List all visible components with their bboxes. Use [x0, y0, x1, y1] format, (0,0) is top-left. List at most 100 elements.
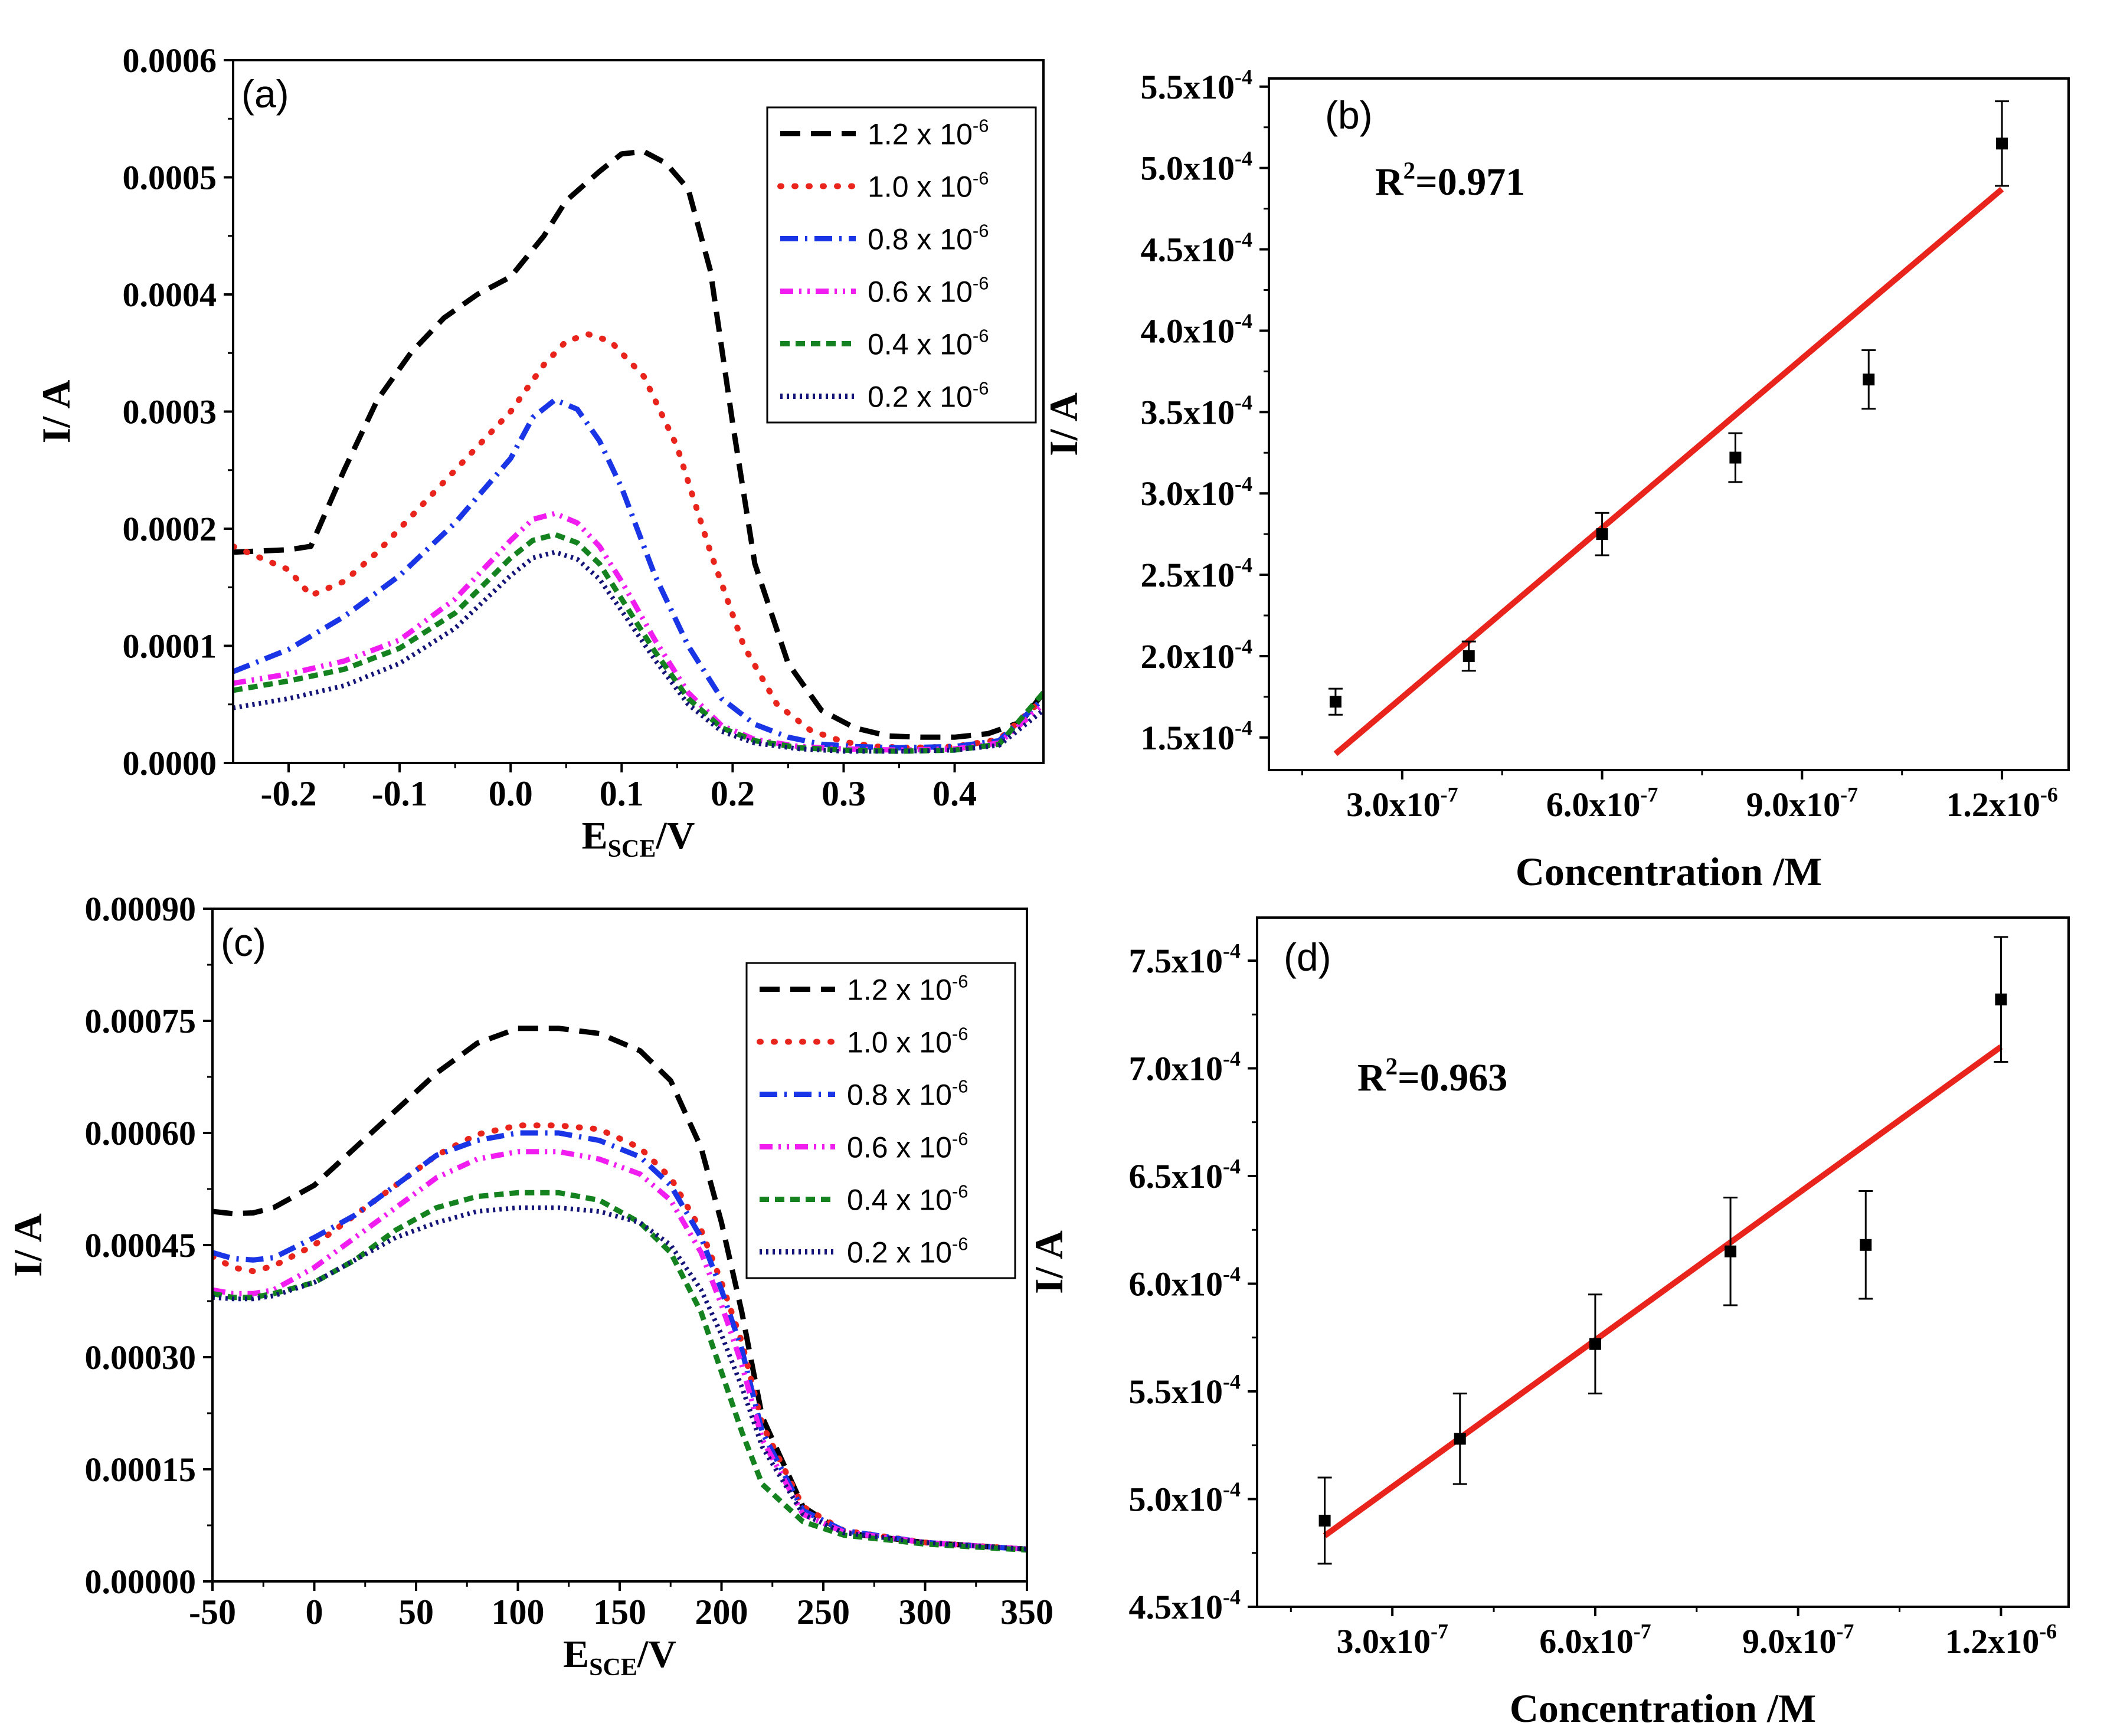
y-tick-label-base: 6.0x10	[1129, 1265, 1223, 1303]
series-line-5	[233, 532, 1043, 754]
x-tick-label: 200	[695, 1593, 748, 1632]
y-tick-label: 2.5x10-4	[1141, 553, 1252, 594]
legend-label-6: 0.2 x 10-6	[847, 1234, 968, 1269]
x-tick-label: 6.0x10-7	[1546, 783, 1658, 824]
legend-label-2: 1.0 x 10-6	[847, 1024, 968, 1059]
x-tick-label-base: 1.2x10	[1945, 1622, 2040, 1660]
data-point	[1318, 1515, 1331, 1527]
y-tick-label: 0.0002	[123, 510, 217, 548]
y-tick-label-base: 4.5x10	[1141, 231, 1235, 269]
panel-b: 3.0x10-7 6.0x10-7 9.0x10-7 1.2x10-6 1.5x10 -4…	[1041, 65, 2070, 894]
x-tick-label: 350	[1000, 1593, 1053, 1632]
x-tick-label: 0	[306, 1593, 323, 1632]
x-tick-label-base: 3.0x10	[1346, 785, 1441, 824]
legend-label-1: 1.2 x 10-6	[847, 971, 968, 1007]
x-tick-label-exp: -7	[1431, 1620, 1448, 1643]
x-tick-label: 250	[797, 1593, 850, 1632]
r-squared-value: =0.971	[1415, 161, 1525, 204]
y-tick-label: 0.00060	[85, 1114, 197, 1152]
plot-frame-b	[1268, 77, 2070, 771]
y-tick-label: 5.5x10-4	[1141, 65, 1252, 106]
panel-label: (b)	[1325, 93, 1373, 137]
x-tick-label: 3.0x10-7	[1346, 783, 1458, 824]
y-tick-label-base: 1.5x10	[1141, 719, 1235, 757]
x-tick-label: 0.1	[600, 774, 644, 813]
legend-label-5-exp: -6	[952, 1181, 968, 1202]
x-tick-label: 1.2x10-6	[1946, 783, 2057, 824]
y-axis-label: I/ A	[1041, 392, 1086, 456]
y-axis-label: I/ A	[34, 380, 78, 444]
y-tick-label: 0.0006	[123, 41, 217, 80]
legend-label-2-exp: -6	[973, 168, 989, 189]
y-tick-label: 0.0001	[123, 627, 217, 666]
y-tick-label-exp: -4	[1235, 635, 1252, 659]
legend-label-6: 0.2 x 10-6	[868, 378, 989, 414]
x-tick-label: 150	[593, 1593, 646, 1632]
legend-label-1-exp: -6	[952, 971, 968, 992]
x-axis-label-part: /V	[637, 1633, 676, 1676]
y-tick-label-exp: -4	[1223, 1155, 1241, 1178]
y-tick-label: 0.00015	[85, 1450, 197, 1489]
y-tick-label: 0.00000	[85, 1563, 197, 1601]
x-tick-label-base: 6.0x10	[1539, 1622, 1634, 1660]
x-tick-label-base: 9.0x10	[1742, 1622, 1837, 1660]
x-tick-label-exp: -6	[2040, 783, 2058, 807]
x-axis-label: ESCE/V	[582, 814, 695, 863]
y-axis-label: I/ A	[5, 1213, 50, 1277]
x-tick-label-base: 9.0x10	[1746, 785, 1841, 824]
y-tick-label: 0.0004	[123, 276, 217, 314]
y-tick-label: 0.00030	[85, 1338, 197, 1377]
y-tick-label-base: 5.0x10	[1141, 149, 1235, 188]
legend-label-1-base: 1.2 x 10	[868, 118, 973, 151]
y-tick-label: 5.0x10-4	[1129, 1478, 1241, 1518]
x-axis-label: ESCE/V	[563, 1633, 676, 1681]
legend-label-2-base: 1.0 x 10	[847, 1026, 952, 1059]
legend-label-2-exp: -6	[952, 1024, 968, 1044]
panel-d: 3.0x10-7 6.0x10-7 9.0x10-7 1.2x10-64.5x10-4…	[1026, 916, 2070, 1731]
y-tick-label-exp: -4	[1223, 939, 1241, 963]
series-line-2	[212, 1122, 1027, 1552]
y-tick-label-exp: -4	[1235, 553, 1252, 577]
series-line-5	[212, 1190, 1027, 1553]
y-tick-label: 2.0x10-4	[1141, 635, 1252, 676]
y-tick-label: 7.0x10-4	[1129, 1047, 1241, 1088]
x-tick-label: 9.0x10-7	[1742, 1620, 1854, 1660]
legend-label-1-base: 1.2 x 10	[847, 974, 952, 1007]
y-tick-label-base: 6.5x10	[1129, 1157, 1223, 1195]
x-tick-label: 300	[899, 1593, 952, 1632]
data-point	[1589, 1338, 1601, 1350]
x-tick-label-base: 6.0x10	[1546, 785, 1641, 824]
y-tick-label: 5.0x10-4	[1141, 146, 1252, 187]
y-tick-label-base: 4.5x10	[1129, 1588, 1223, 1626]
r-squared-annotation-exp: 2	[1403, 157, 1415, 184]
fit-line	[1333, 186, 2004, 756]
y-tick-label: 6.5x10-4	[1129, 1155, 1241, 1195]
legend-label-4-exp: -6	[973, 273, 989, 294]
legend-box	[745, 962, 1016, 1279]
y-tick-label-exp: -4	[1235, 146, 1252, 170]
legend-label-5-base: 0.4 x 10	[847, 1184, 952, 1217]
y-tick-label-base: 7.5x10	[1129, 942, 1223, 980]
r-squared-annotation: R2=0.963	[1357, 1053, 1507, 1099]
x-tick-label-exp: -7	[1840, 783, 1858, 807]
data-point	[1996, 137, 2008, 150]
y-tick-label-exp: -4	[1235, 65, 1252, 89]
y-tick-label-base: 2.5x10	[1141, 556, 1235, 594]
r-squared-annotation: R2=0.971	[1375, 157, 1525, 204]
x-tick-label: 3.0x10-7	[1336, 1620, 1448, 1660]
x-tick-label: 0.2	[711, 774, 755, 813]
legend-label-4: 0.6 x 10-6	[868, 273, 989, 309]
x-tick-label: 0.4	[932, 774, 977, 813]
series-line-3	[233, 397, 1043, 751]
y-tick-label-base: 2.0x10	[1141, 637, 1235, 676]
x-tick-label-exp: -7	[1836, 1620, 1854, 1643]
data-point	[1462, 650, 1475, 662]
series-line-4	[233, 510, 1043, 753]
y-tick-label: 0.00090	[85, 890, 197, 928]
series-line-3	[212, 1130, 1027, 1552]
legend-label-3: 0.8 x 10-6	[868, 221, 989, 256]
y-tick-label: 3.0x10-4	[1141, 472, 1252, 513]
y-tick-label: 4.5x10-4	[1129, 1586, 1241, 1626]
y-tick-label: 0.0003	[123, 393, 217, 431]
x-tick-label: 0.3	[822, 774, 866, 813]
